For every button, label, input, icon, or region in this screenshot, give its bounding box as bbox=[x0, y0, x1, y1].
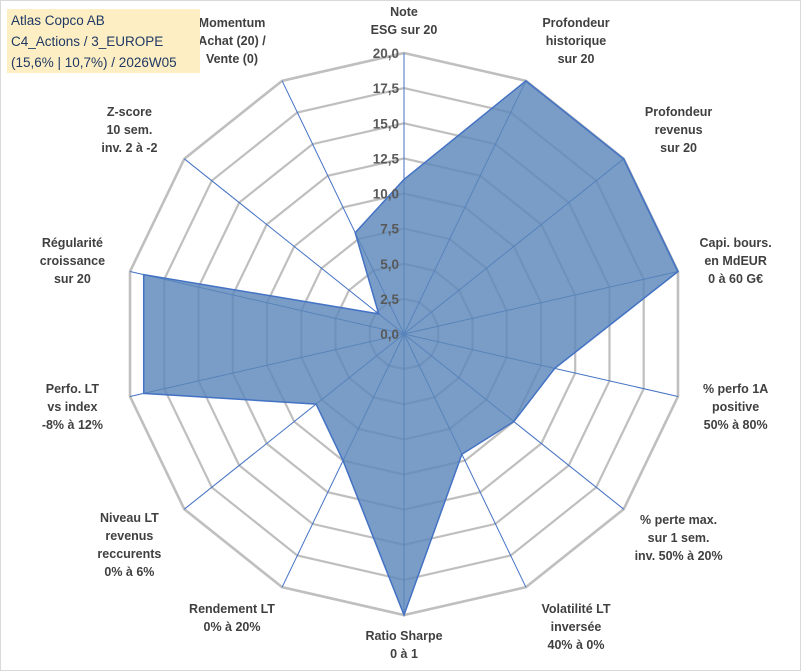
axis-label-4: % perfo 1A positive 50% à 80% bbox=[703, 382, 768, 432]
axis-label-7: Ratio Sharpe 0 à 1 bbox=[365, 629, 442, 661]
axis-label-9-line-1: revenus bbox=[105, 529, 153, 543]
axis-label-2: Profondeur revenus sur 20 bbox=[645, 105, 712, 155]
axis-label-9-line-0: Niveau LT bbox=[100, 511, 159, 525]
axis-label-8-line-0: Rendement LT bbox=[189, 602, 275, 616]
axis-label-8-line-1: 0% à 20% bbox=[204, 620, 261, 634]
axis-label-12-line-0: Z-score bbox=[107, 105, 152, 119]
axis-label-8: Rendement LT 0% à 20% bbox=[189, 602, 275, 634]
axis-label-2-line-0: Profondeur bbox=[645, 105, 712, 119]
axis-label-0-line-0: Note bbox=[390, 5, 418, 19]
axis-label-5-line-0: % perte max. bbox=[640, 513, 717, 527]
axis-label-3-line-2: 0 à 60 G€ bbox=[708, 272, 763, 286]
axis-label-11-line-1: croissance bbox=[40, 254, 105, 268]
axis-label-2-line-2: sur 20 bbox=[660, 141, 697, 155]
axis-label-13-line-2: Vente (0) bbox=[206, 52, 258, 66]
tick-label-0: 0,0 bbox=[380, 327, 399, 342]
axis-label-4-line-0: % perfo 1A bbox=[703, 382, 768, 396]
axis-label-1-line-2: sur 20 bbox=[558, 52, 595, 66]
tick-label-1: 2,5 bbox=[380, 292, 399, 307]
tick-label-4: 10,0 bbox=[373, 187, 399, 202]
axis-label-4-line-1: positive bbox=[712, 400, 759, 414]
tick-label-8: 20,0 bbox=[373, 46, 399, 61]
axis-label-1: Profondeur historique sur 20 bbox=[542, 16, 609, 66]
axis-label-3-line-0: Capi. bours. bbox=[699, 236, 771, 250]
portfolio-name: C4_Actions / 3_EUROPE bbox=[11, 34, 163, 49]
axis-label-4-line-2: 50% à 80% bbox=[704, 418, 768, 432]
axis-label-3: Capi. bours. en MdEUR 0 à 60 G€ bbox=[699, 236, 771, 286]
tick-label-7: 17,5 bbox=[373, 81, 400, 96]
axis-label-13: Momentum Achat (20) / Vente (0) bbox=[198, 16, 266, 66]
company-name: Atlas Copco AB bbox=[11, 13, 105, 28]
axis-label-11: Régularité croissance sur 20 bbox=[40, 236, 105, 286]
tick-label-3: 7,5 bbox=[380, 222, 399, 237]
axis-label-6-line-1: inversée bbox=[551, 620, 602, 634]
axis-label-6-line-2: 40% à 0% bbox=[548, 638, 605, 652]
axis-label-12-line-2: inv. 2 à -2 bbox=[101, 141, 157, 155]
axis-label-5-line-2: inv. 50% à 20% bbox=[635, 549, 723, 563]
axis-label-0-line-1: ESG sur 20 bbox=[371, 23, 438, 37]
axis-label-3-line-1: en MdEUR bbox=[704, 254, 767, 268]
axis-label-9-line-3: 0% à 6% bbox=[104, 565, 154, 579]
axis-label-10: Perfo. LT vs index -8% à 12% bbox=[42, 382, 103, 432]
axis-label-13-line-1: Achat (20) / bbox=[198, 34, 266, 48]
axis-label-1-line-0: Profondeur bbox=[542, 16, 609, 30]
axis-label-5-line-1: sur 1 sem. bbox=[648, 531, 710, 545]
axis-label-10-line-2: -8% à 12% bbox=[42, 418, 103, 432]
axis-label-10-line-0: Perfo. LT bbox=[46, 382, 100, 396]
axis-label-9: Niveau LT revenus reccurents 0% à 6% bbox=[97, 511, 161, 579]
axis-label-12-line-1: 10 sem. bbox=[106, 123, 152, 137]
axis-label-1-line-1: historique bbox=[546, 34, 606, 48]
tick-label-2: 5,0 bbox=[380, 257, 399, 272]
axis-label-11-line-0: Régularité bbox=[42, 236, 103, 250]
tick-label-6: 15,0 bbox=[373, 116, 399, 131]
axis-label-9-line-2: reccurents bbox=[97, 547, 161, 561]
axis-label-0: Note ESG sur 20 bbox=[371, 5, 438, 37]
axis-label-5: % perte max. sur 1 sem. inv. 50% à 20% bbox=[635, 513, 723, 563]
info-box: Atlas Copco AB C4_Actions / 3_EUROPE (15… bbox=[7, 9, 200, 73]
axis-label-6-line-0: Volatilité LT bbox=[542, 602, 611, 616]
axis-label-13-line-0: Momentum bbox=[199, 16, 266, 30]
tick-label-5: 12,5 bbox=[373, 151, 400, 166]
axis-label-12: Z-score 10 sem. inv. 2 à -2 bbox=[101, 105, 157, 155]
axis-label-6: Volatilité LT inversée 40% à 0% bbox=[542, 602, 611, 652]
axis-label-10-line-1: vs index bbox=[47, 400, 97, 414]
axis-label-2-line-1: revenus bbox=[655, 123, 703, 137]
performance-stats: (15,6% | 10,7%) / 2026W05 bbox=[11, 55, 177, 70]
axis-label-11-line-2: sur 20 bbox=[54, 272, 91, 286]
axis-label-7-line-0: Ratio Sharpe bbox=[365, 629, 442, 643]
axis-label-7-line-1: 0 à 1 bbox=[390, 647, 418, 661]
